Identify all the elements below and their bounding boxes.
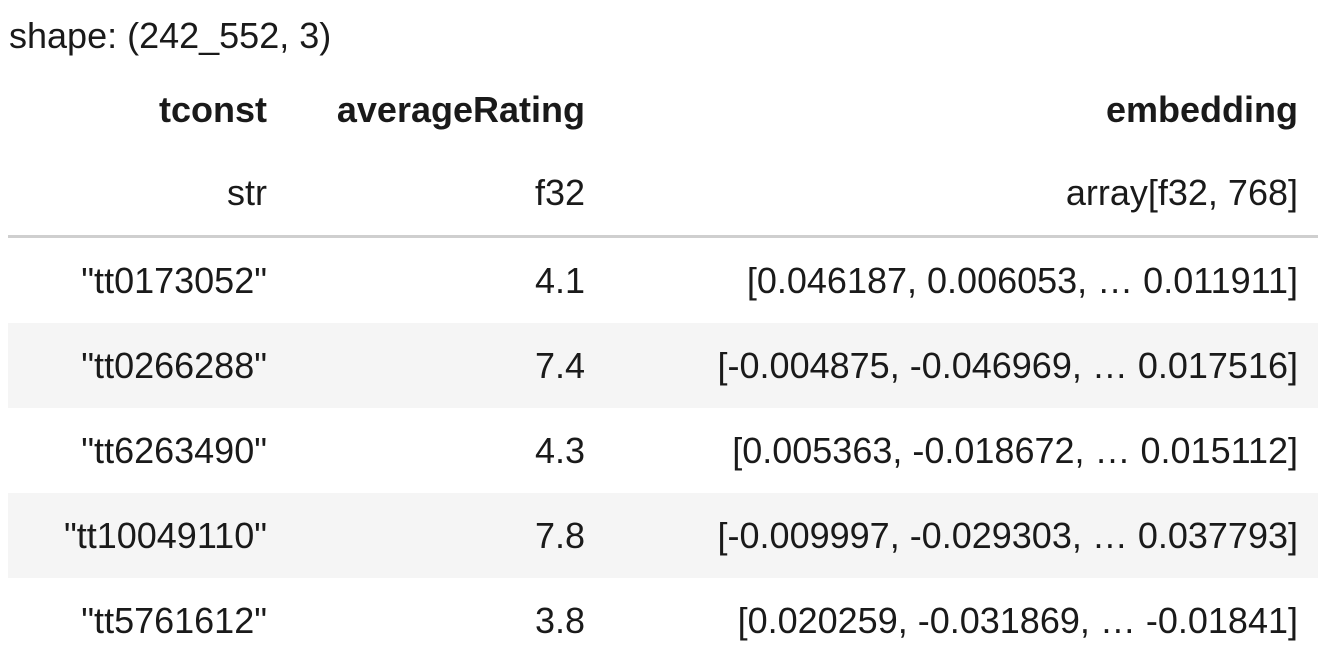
table-row: "tt0173052" 4.1 [0.046187, 0.006053, … 0…	[8, 237, 1318, 324]
column-header-averageRating: averageRating	[336, 89, 585, 130]
cell-averageRating: 4.3	[534, 429, 585, 471]
table-row: "tt0266288" 7.4 [-0.004875, -0.046969, ……	[8, 323, 1318, 408]
table-row: "tt6263490" 4.3 [0.005363, -0.018672, … …	[8, 408, 1318, 493]
cell-averageRating: 3.8	[534, 599, 585, 641]
cell-embedding: [0.020259, -0.031869, … -0.01841]	[737, 599, 1298, 641]
table-row: "tt5761612" 3.8 [0.020259, -0.031869, … …	[8, 578, 1318, 663]
dtype-embedding: array[f32, 768]	[605, 150, 1318, 238]
column-header-tconst: tconst	[159, 89, 267, 130]
table-row: "tt10049110" 7.8 [-0.009997, -0.029303, …	[8, 493, 1318, 578]
cell-embedding: [0.046187, 0.006053, … 0.011911]	[746, 259, 1298, 301]
column-header-embedding: embedding	[1105, 89, 1298, 130]
cell-embedding: [-0.009997, -0.029303, … 0.037793]	[605, 493, 1318, 578]
dataframe-table: tconst averageRating embedding str f32 a…	[8, 70, 1318, 663]
dtype-averageRating: f32	[287, 150, 605, 238]
cell-averageRating: 7.8	[287, 493, 605, 578]
cell-embedding: [-0.004875, -0.046969, … 0.017516]	[605, 323, 1318, 408]
cell-averageRating: 7.4	[287, 323, 605, 408]
cell-tconst: "tt5761612"	[81, 599, 267, 641]
dtype-row: str f32 array[f32, 768]	[8, 150, 1318, 238]
column-header-row: tconst averageRating embedding	[8, 70, 1318, 150]
cell-embedding: [0.005363, -0.018672, … 0.015112]	[732, 429, 1298, 471]
cell-tconst: "tt0173052"	[81, 259, 267, 301]
cell-tconst: "tt0266288"	[8, 323, 287, 408]
cell-averageRating: 4.1	[534, 259, 585, 301]
cell-tconst: "tt10049110"	[8, 493, 287, 578]
dtype-tconst: str	[8, 150, 287, 238]
dataframe-shape-label: shape: (242_552, 3)	[9, 15, 332, 56]
cell-tconst: "tt6263490"	[81, 429, 267, 471]
